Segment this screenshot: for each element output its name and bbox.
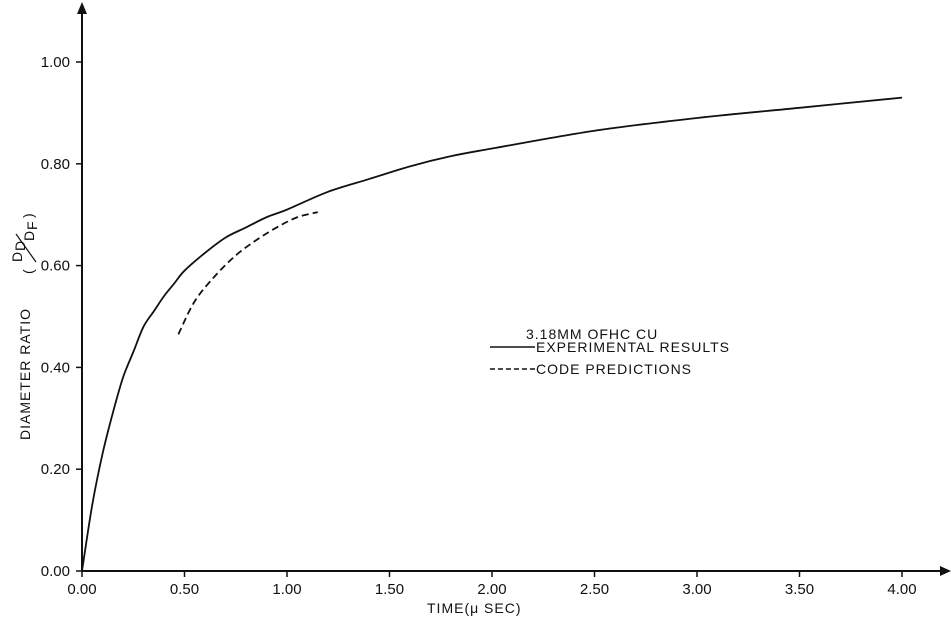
- y-tick-label: 0.80: [41, 156, 70, 173]
- legend: 3.18MM OFHC CU EXPERIMENTAL RESULTS CODE…: [490, 326, 730, 377]
- y-ticks: 0.00 0.20 0.40 0.60 0.80 1.00: [41, 54, 82, 580]
- y-axis-arrow-icon: [77, 2, 87, 14]
- y-tick-label: 0.60: [41, 258, 70, 275]
- fraction-numerator: D: [9, 251, 25, 262]
- fraction-denominator-sub: F: [24, 220, 40, 230]
- axes: [77, 2, 951, 576]
- series-line-code-predictions: [177, 211, 318, 335]
- x-tick-label: 0.00: [67, 581, 96, 598]
- x-tick-label: 2.50: [580, 581, 609, 598]
- y-axis-title-text: DIAMETER RATIO: [17, 308, 33, 440]
- x-tick-label: 3.00: [682, 581, 711, 598]
- x-axis-title: TIME(μ SEC): [427, 600, 522, 616]
- x-ticks: 0.00 0.50 1.00 1.50 2.00 2.50 3.00 3.50 4.00: [67, 571, 917, 598]
- x-tick-label: 1.50: [375, 581, 404, 598]
- series-line-experimental-results: [81, 96, 903, 572]
- y-tick-label: 0.00: [41, 563, 70, 580]
- fraction-slash: [15, 233, 37, 263]
- y-tick-label: 1.00: [41, 54, 70, 71]
- y-axis-title-fraction: ( D D D F ): [9, 212, 40, 274]
- legend-entry-code: CODE PREDICTIONS: [536, 361, 692, 377]
- legend-title: 3.18MM OFHC CU: [526, 326, 658, 342]
- x-tick-label: 3.50: [785, 581, 814, 598]
- fraction-denominator: D: [21, 230, 37, 241]
- y-tick-label: 0.40: [41, 359, 70, 376]
- x-tick-label: 0.50: [170, 581, 199, 598]
- x-tick-label: 1.00: [272, 581, 301, 598]
- legend-entry-experimental: EXPERIMENTAL RESULTS: [536, 339, 730, 355]
- fraction-open-paren: (: [20, 268, 36, 274]
- fraction-close-paren: ): [20, 212, 36, 218]
- series-layer: [81, 96, 903, 572]
- x-tick-label: 2.00: [477, 581, 506, 598]
- x-axis-arrow-icon: [940, 566, 951, 576]
- y-axis-title: DIAMETER RATIO ( D D D F ): [9, 212, 40, 440]
- y-tick-label: 0.20: [41, 461, 70, 478]
- x-tick-label: 4.00: [887, 581, 916, 598]
- fraction-numerator-sub: D: [12, 240, 28, 251]
